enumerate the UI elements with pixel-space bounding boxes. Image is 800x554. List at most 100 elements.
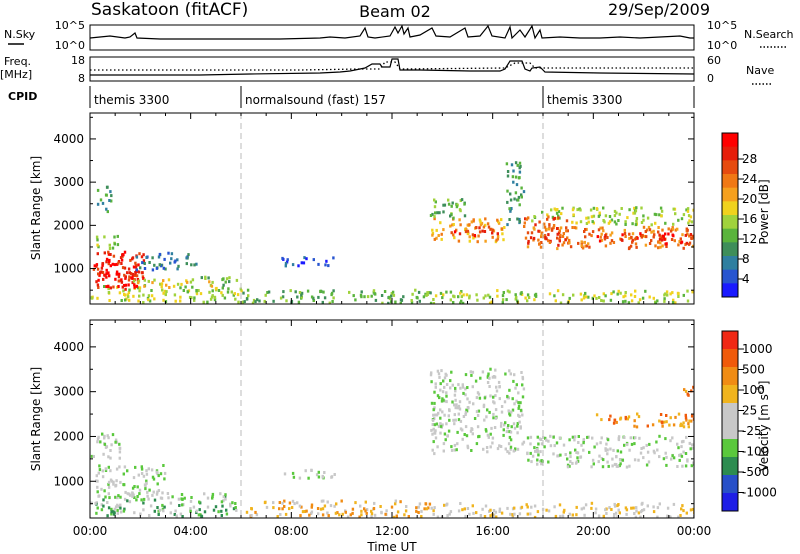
- range-gate-cell: [628, 464, 631, 468]
- range-gate-cell: [672, 456, 676, 460]
- range-gate-cell: [96, 252, 99, 256]
- range-gate-cell: [121, 285, 124, 289]
- range-gate-cell: [140, 465, 143, 469]
- range-gate-cell: [114, 440, 117, 444]
- range-gate-cell: [481, 229, 484, 233]
- range-gate-cell: [522, 440, 526, 444]
- beam-title: Beam 02: [359, 2, 431, 21]
- range-gate-cell: [465, 409, 469, 413]
- range-gate-cell: [303, 510, 307, 513]
- range-gate-cell: [508, 435, 512, 439]
- freq-unit: [MHz]: [0, 68, 32, 81]
- range-gate-cell: [545, 438, 548, 442]
- range-gate-cell: [186, 280, 189, 284]
- range-gate-cell: [441, 296, 444, 300]
- range-gate-cell: [137, 279, 141, 283]
- range-gate-cell: [463, 507, 466, 511]
- range-gate-cell: [326, 511, 329, 515]
- range-gate-cell: [162, 509, 165, 513]
- range-gate-cell: [555, 211, 559, 215]
- range-gate-cell: [297, 300, 301, 304]
- range-gate-cell: [491, 228, 495, 232]
- range-gate-cell: [483, 396, 487, 400]
- range-gate-cell: [540, 235, 543, 239]
- range-gate-cell: [607, 464, 610, 468]
- range-gate-cell: [363, 507, 366, 511]
- range-gate-cell: [109, 456, 112, 460]
- range-gate-cell: [545, 227, 548, 231]
- range-gate-cell: [457, 295, 460, 299]
- range-gate-cell: [466, 397, 469, 401]
- range-gate-cell: [455, 403, 458, 407]
- range-gate-cell: [348, 290, 351, 294]
- range-gate-cell: [668, 515, 672, 518]
- range-gate-cell: [576, 456, 579, 460]
- range-gate-cell: [442, 442, 446, 446]
- range-gate-cell: [112, 482, 115, 486]
- range-gate-cell: [631, 232, 635, 236]
- range-gate-cell: [132, 279, 136, 283]
- colorbar-swatch: [722, 349, 738, 368]
- range-gate-cell: [500, 511, 504, 515]
- range-gate-cell: [96, 267, 100, 271]
- range-gate-cell: [556, 236, 559, 240]
- range-gate-cell: [646, 424, 649, 428]
- range-gate-cell: [163, 257, 166, 261]
- range-gate-cell: [276, 515, 279, 518]
- range-gate-cell: [442, 293, 445, 297]
- range-gate-cell: [551, 227, 554, 231]
- range-gate-cell: [604, 214, 608, 218]
- range-gate-cell: [533, 515, 537, 518]
- range-gate-cell: [102, 277, 105, 281]
- range-gate-cell: [285, 299, 288, 303]
- range-gate-cell: [646, 216, 650, 220]
- range-gate-cell: [520, 195, 523, 199]
- range-gate-cell: [583, 240, 586, 244]
- range-gate-cell: [654, 301, 657, 304]
- range-gate-cell: [97, 245, 100, 249]
- colorbar-swatch: [722, 160, 738, 175]
- range-gate-cell: [642, 456, 645, 460]
- range-gate-cell: [635, 245, 638, 249]
- range-gate-cell: [452, 233, 455, 237]
- range-gate-cell: [114, 438, 118, 442]
- range-gate-cell: [100, 270, 103, 274]
- range-gate-cell: [597, 214, 601, 218]
- range-gate-cell: [595, 413, 599, 417]
- range-gate-cell: [390, 300, 393, 304]
- range-gate-cell: [600, 238, 604, 242]
- range-gate-cell: [471, 504, 474, 508]
- y-tick-label: 1000: [53, 262, 84, 276]
- range-gate-cell: [629, 436, 632, 440]
- range-gate-cell: [613, 504, 617, 508]
- range-gate-cell: [530, 505, 533, 509]
- range-gate-cell: [468, 512, 471, 516]
- range-gate-cell: [540, 233, 543, 237]
- colorbar-tick-label: -500: [742, 465, 769, 479]
- range-gate-cell: [602, 299, 605, 303]
- range-gate-cell: [571, 435, 575, 439]
- range-gate-cell: [214, 505, 218, 509]
- range-gate-cell: [484, 239, 487, 243]
- range-gate-cell: [686, 228, 689, 232]
- range-gate-cell: [642, 446, 645, 450]
- range-gate-cell: [515, 399, 518, 403]
- range-gate-cell: [184, 285, 187, 289]
- range-gate-cell: [475, 442, 479, 446]
- range-gate-cell: [540, 462, 543, 466]
- colorbar-tick-label: 4: [742, 272, 750, 286]
- range-gate-cell: [435, 228, 438, 232]
- range-gate-cell: [245, 297, 249, 301]
- range-gate-cell: [484, 223, 487, 227]
- range-gate-cell: [482, 447, 485, 451]
- range-gate-cell: [686, 392, 689, 396]
- range-gate-cell: [526, 512, 529, 516]
- range-gate-cell: [676, 291, 680, 295]
- range-gate-cell: [585, 295, 588, 299]
- range-gate-cell: [533, 298, 536, 302]
- range-gate-cell: [450, 213, 453, 216]
- range-gate-cell: [97, 272, 100, 276]
- range-gate-cell: [246, 288, 250, 292]
- range-gate-cell: [417, 505, 420, 509]
